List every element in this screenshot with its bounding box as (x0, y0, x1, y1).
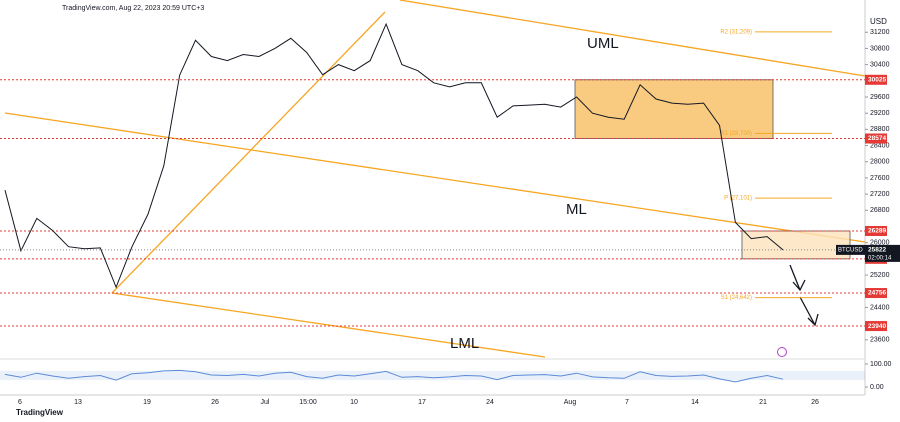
x-tick-label: 26 (811, 399, 819, 406)
y-tick-label: 30400 (870, 61, 890, 68)
annotation: UML (587, 35, 619, 52)
rsi-tick-label: 0.00 (870, 384, 884, 391)
x-tick-label: 24 (486, 399, 494, 406)
level-tag (865, 74, 887, 85)
level-label: 24756 (868, 290, 886, 297)
level-tag (865, 321, 887, 332)
pivot-label: S1 (24,642) (721, 295, 752, 301)
y-tick-label: 29200 (870, 110, 890, 117)
y-tick-label: 28000 (870, 159, 890, 166)
level-tag (865, 288, 887, 299)
y-tick-label: 29600 (870, 94, 890, 101)
pivot-label: P (27,101) (724, 196, 752, 202)
pivot-label: R2 (31,209) (720, 29, 752, 35)
arrow (789, 264, 806, 292)
annotation: LML (450, 335, 479, 352)
x-tick-label: 10 (350, 399, 358, 406)
level-label: 26289 (868, 228, 886, 235)
symbol-tag (836, 244, 865, 255)
x-tick-label: 6 (18, 399, 22, 406)
x-tick-label: 13 (74, 399, 82, 406)
uml-line (399, 0, 866, 77)
ml-line (4, 112, 866, 243)
arrow (799, 296, 819, 327)
pivot-label: R1 (28,700) (720, 131, 752, 137)
x-tick-label: 14 (691, 399, 699, 406)
x-tick-label: 19 (143, 399, 151, 406)
logo: TradingView (16, 408, 64, 417)
y-tick-label: 27600 (870, 175, 890, 182)
x-tick-label: Aug (564, 399, 577, 406)
rsi-band (0, 370, 865, 381)
x-tick-label: 17 (418, 399, 426, 406)
axis-unit: USD (870, 17, 887, 26)
rsi-line (4, 369, 784, 383)
y-tick-label: 28800 (870, 126, 890, 133)
rsi-tick-label: 100.00 (870, 361, 892, 368)
y-tick-label: 23600 (870, 337, 890, 344)
y-tick-label: 26800 (870, 207, 890, 214)
x-tick-label: Jul (261, 399, 270, 406)
y-tick-label: 28400 (870, 142, 890, 149)
y-tick-label: 26000 (870, 240, 890, 247)
y-tick-label: 24400 (870, 304, 890, 311)
annotation: ML (566, 201, 587, 218)
y-tick-label: 25200 (870, 272, 890, 279)
price-line (4, 22, 784, 289)
level-label: 30025 (868, 77, 886, 84)
trend-line (111, 11, 386, 294)
level-tag (865, 133, 887, 144)
price-label: 25822 (868, 247, 886, 254)
level-label: 28574 (868, 135, 886, 142)
range-box (741, 230, 851, 260)
y-tick-label: 31200 (870, 29, 890, 36)
price-tag (865, 244, 900, 262)
event-icon[interactable] (777, 347, 787, 357)
x-tick-label: 21 (759, 399, 767, 406)
level-label: 23940 (868, 323, 886, 330)
range-box (574, 79, 774, 139)
level-tag (865, 225, 887, 236)
x-tick-label: 7 (625, 399, 629, 406)
lml-line (111, 292, 546, 358)
x-tick-label: 26 (211, 399, 219, 406)
header: TradingView.com, Aug 22, 2023 20:59 UTC+… (62, 5, 204, 12)
countdown: 02:00:14 (868, 255, 892, 261)
symbol-label: BTCUSD (838, 247, 863, 253)
x-tick-label: 15:00 (299, 399, 317, 406)
y-tick-label: 30800 (870, 45, 890, 52)
y-tick-label: 27200 (870, 191, 890, 198)
